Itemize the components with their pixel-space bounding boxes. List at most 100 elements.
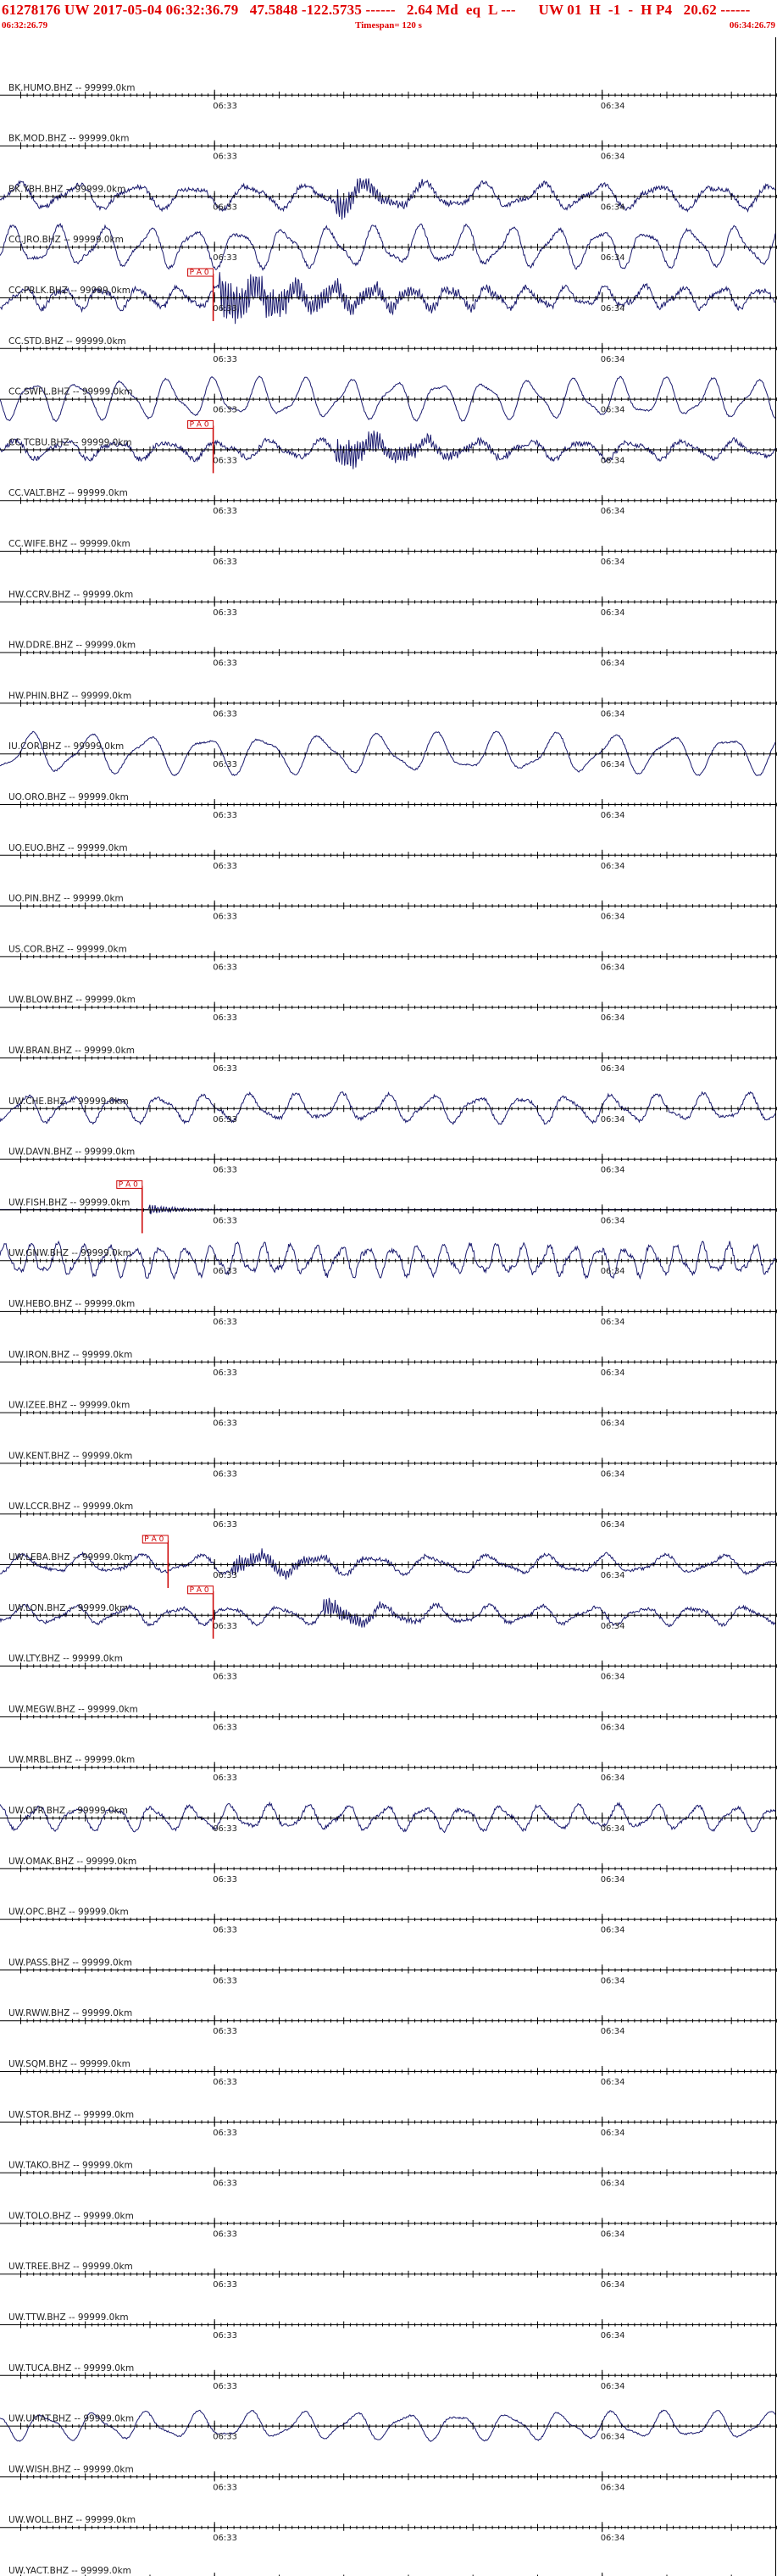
trace-34: 06:33 06:34 UW.OFR.BHZ -- 99999.0km: [0, 1801, 777, 1834]
pick-label: P A 0: [119, 1180, 138, 1189]
minute-tick-label: 06:33: [213, 1216, 237, 1225]
trace-27: 06:33 06:34 UW.KENT.BHZ -- 99999.0km: [0, 1451, 777, 1479]
trace-label: UW.GNW.BHZ -- 99999.0km: [8, 1248, 131, 1258]
minute-tick-label: 06:33: [213, 1976, 237, 1985]
minute-tick-label: 06:34: [601, 760, 625, 769]
minute-tick-label: 06:33: [213, 1571, 237, 1580]
trace-label: UW.BLOW.BHZ -- 99999.0km: [8, 995, 136, 1005]
minute-tick-label: 06:33: [213, 1926, 237, 1935]
trace-7: 06:33 06:34 CC.TCBU.BHZ -- 99999.0km P A 0: [0, 419, 777, 474]
minute-tick-label: 06:34: [601, 709, 625, 719]
trace-17: 06:33 06:34 US.COR.BHZ -- 99999.0km: [0, 944, 777, 972]
trace-label: UW.OFR.BHZ -- 99999.0km: [8, 1806, 128, 1816]
waveform-6: [0, 375, 776, 423]
waveform-29: [0, 1548, 776, 1580]
trace-label: UW.LON.BHZ -- 99999.0km: [8, 1603, 128, 1613]
trace-10: 06:33 06:34 HW.CCRV.BHZ -- 99999.0km: [0, 590, 777, 618]
trace-label: UW.FISH.BHZ -- 99999.0km: [8, 1197, 130, 1208]
waveform-13: [0, 730, 776, 777]
trace-1: 06:33 06:34 BK.MOD.BHZ -- 99999.0km: [0, 134, 777, 162]
trace-label: BK.MOD.BHZ -- 99999.0km: [8, 134, 129, 144]
minute-tick-label: 06:33: [213, 102, 237, 111]
minute-tick-label: 06:33: [213, 1318, 237, 1327]
trace-label: IU.COR.BHZ -- 99999.0km: [8, 741, 124, 752]
minute-tick-label: 06:33: [213, 355, 237, 364]
minute-tick-label: 06:34: [601, 304, 625, 314]
trace-29: 06:33 06:34 UW.LEBA.BHZ -- 99999.0km P A 0: [0, 1535, 777, 1588]
minute-tick-label: 06:34: [601, 507, 625, 516]
trace-16: 06:33 06:34 UO.PIN.BHZ -- 99999.0km: [0, 894, 777, 922]
minute-tick-label: 06:33: [213, 1824, 237, 1834]
trace-label: UW.CHE.BHZ -- 99999.0km: [8, 1096, 129, 1107]
minute-tick-label: 06:33: [213, 1875, 237, 1885]
trace-4: 06:33 06:34 CC.PRLK.BHZ -- 99999.0km P A 0: [0, 268, 777, 325]
seismogram-header: 61278176 UW 2017-05-04 06:32:36.79 47.58…: [0, 0, 777, 37]
minute-tick-label: 06:33: [213, 1368, 237, 1378]
trace-label: UW.IRON.BHZ -- 99999.0km: [8, 1350, 132, 1360]
minute-tick-label: 06:33: [213, 1013, 237, 1023]
minute-tick-label: 06:34: [601, 1368, 625, 1378]
minute-tick-label: 06:33: [213, 304, 237, 314]
waveform-30: [0, 1597, 776, 1628]
minute-tick-label: 06:34: [601, 1824, 625, 1834]
minute-tick-label: 06:33: [213, 1267, 237, 1276]
waveform-3: [0, 223, 776, 271]
minute-tick-label: 06:33: [213, 1774, 237, 1783]
waveform-4: [0, 272, 776, 325]
minute-tick-label: 06:34: [601, 1520, 625, 1530]
minute-tick-label: 06:33: [213, 507, 237, 516]
minute-tick-label: 06:33: [213, 862, 237, 871]
trace-label: HW.PHIN.BHZ -- 99999.0km: [8, 691, 131, 701]
minute-tick-label: 06:33: [213, 608, 237, 618]
trace-13: 06:33 06:34 IU.COR.BHZ -- 99999.0km: [0, 730, 777, 777]
trace-35: 06:33 06:34 UW.OMAK.BHZ -- 99999.0km: [0, 1857, 777, 1885]
trace-label: UW.OPC.BHZ -- 99999.0km: [8, 1907, 129, 1918]
trace-15: 06:33 06:34 UO.EUO.BHZ -- 99999.0km: [0, 843, 777, 871]
end-time: 06:34:26.79: [729, 20, 775, 31]
trace-6: 06:33 06:34 CC.SWFL.BHZ -- 99999.0km: [0, 375, 777, 423]
trace-label: UW.LTY.BHZ -- 99999.0km: [8, 1654, 123, 1664]
minute-tick-label: 06:33: [213, 253, 237, 263]
event-summary: 61278176 UW 2017-05-04 06:32:36.79 47.58…: [2, 2, 751, 18]
minute-tick-label: 06:33: [213, 811, 237, 820]
minute-tick-label: 06:34: [601, 1571, 625, 1580]
trace-label: HW.CCRV.BHZ -- 99999.0km: [8, 590, 133, 600]
minute-tick-label: 06:33: [213, 1064, 237, 1074]
minute-tick-label: 06:34: [601, 456, 625, 465]
trace-37: 06:33 06:34 UW.PASS.BHZ -- 99999.0km: [0, 1957, 777, 1985]
trace-23: 06:33 06:34 UW.GNW.BHZ -- 99999.0km: [0, 1240, 777, 1280]
minute-tick-label: 06:34: [601, 153, 625, 162]
trace-12: 06:33 06:34 HW.PHIN.BHZ -- 99999.0km: [0, 691, 777, 719]
minute-tick-label: 06:34: [601, 1976, 625, 1985]
minute-tick-label: 06:33: [213, 1166, 237, 1175]
pick-flag: [187, 419, 214, 429]
minute-tick-label: 06:33: [213, 1673, 237, 1682]
minute-tick-label: 06:34: [601, 1013, 625, 1023]
trace-label: UW.DAVN.BHZ -- 99999.0km: [8, 1147, 135, 1158]
waveform-34: [0, 1801, 776, 1834]
trace-14: 06:33 06:34 UO.ORO.BHZ -- 99999.0km: [0, 792, 777, 820]
trace-label: BK.YBH.BHZ -- 99999.0km: [8, 184, 125, 194]
trace-label: UW.IZEE.BHZ -- 99999.0km: [8, 1401, 130, 1411]
waveform-7: [0, 430, 776, 469]
minute-tick-label: 06:33: [213, 963, 237, 972]
minute-tick-label: 06:33: [213, 1115, 237, 1124]
minute-tick-label: 06:34: [601, 1673, 625, 1682]
trace-28: 06:33 06:34 UW.LCCR.BHZ -- 99999.0km: [0, 1502, 777, 1530]
trace-label: UW.LCCR.BHZ -- 99999.0km: [8, 1502, 133, 1512]
trace-label: UO.PIN.BHZ -- 99999.0km: [8, 894, 124, 904]
pick-label: P A 0: [144, 1535, 164, 1544]
minute-tick-label: 06:34: [601, 1875, 625, 1885]
trace-20: 06:33 06:34 UW.CHE.BHZ -- 99999.0km: [0, 1091, 777, 1125]
trace-label: CC.VALT.BHZ -- 99999.0km: [8, 488, 128, 498]
trace-label: UW.LEBA.BHZ -- 99999.0km: [8, 1552, 133, 1563]
minute-tick-label: 06:34: [601, 862, 625, 871]
minute-tick-label: 06:34: [601, 1723, 625, 1732]
trace-18: 06:33 06:34 UW.BLOW.BHZ -- 99999.0km: [0, 995, 777, 1023]
trace-11: 06:33 06:34 HW.DDRE.BHZ -- 99999.0km: [0, 641, 777, 669]
pick-flag: [142, 1535, 169, 1544]
trace-label: CC.PRLK.BHZ -- 99999.0km: [8, 286, 130, 296]
minute-tick-label: 06:33: [213, 153, 237, 162]
minute-tick-label: 06:34: [601, 1115, 625, 1124]
